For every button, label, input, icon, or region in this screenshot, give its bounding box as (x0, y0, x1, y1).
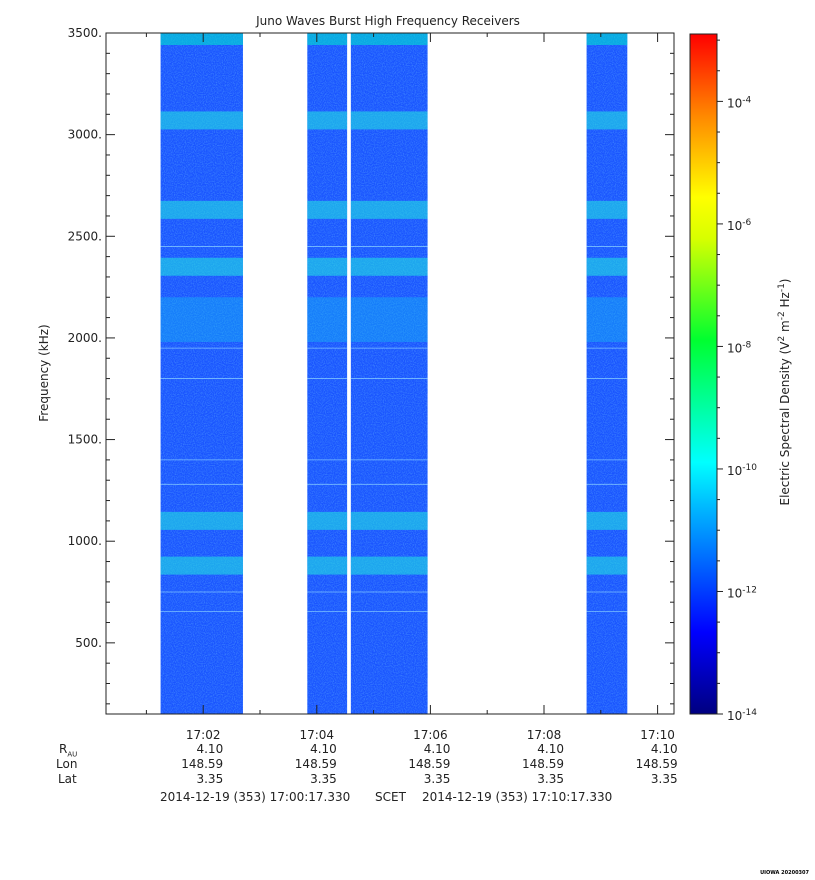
footer-scet-label: SCET (375, 790, 406, 804)
x-tick-label: 17:04 (299, 728, 334, 742)
emission-band (586, 200, 628, 219)
emission-band (350, 257, 428, 276)
ephem-lon-value: 148.59 (635, 757, 678, 771)
ephem-lat-value: 3.35 (423, 772, 451, 786)
ephem-r-value: 4.10 (310, 742, 337, 756)
ephem-lon-value: 148.59 (522, 757, 564, 771)
ephem-r-value: 4.10 (537, 742, 564, 756)
colorbar-tick-label: 10-8 (727, 340, 752, 355)
emission-band (586, 556, 628, 575)
emission-band (160, 111, 243, 130)
ephem-label-lat: Lat (58, 772, 77, 786)
colorbar-axis: 10-4 10-6 10-8 10-10 10-12 10-14 (717, 39, 757, 723)
emission-band (160, 556, 243, 575)
y-tick-label: 2000. (68, 331, 102, 345)
footer-end-time: 2014-12-19 (353) 17:10:17.330 (422, 790, 613, 804)
data-block (350, 33, 428, 714)
x-tick-label: 17:06 (413, 728, 448, 742)
ephem-label-r: RAU (59, 742, 78, 759)
colorbar-tick-label: 10-6 (727, 218, 752, 233)
emission-band (350, 111, 428, 130)
emission-band (307, 111, 348, 130)
colorbar-tick-label: 10-10 (727, 463, 757, 478)
ephem-r-value: 4.10 (650, 742, 678, 756)
y-axis: 3500. 3000. 2500. 2000. 1500. 1000. 500. (68, 26, 674, 705)
x-tick-label: 17:02 (186, 728, 221, 742)
plot-area (160, 33, 628, 714)
emission-band (160, 200, 243, 219)
data-block (307, 33, 348, 714)
emission-band (307, 511, 348, 530)
y-tick-label: 2500. (68, 229, 102, 243)
emission-band (350, 511, 428, 530)
emission-band (350, 200, 428, 219)
colorbar (689, 33, 718, 715)
y-tick-label: 1500. (68, 433, 102, 447)
data-block (586, 33, 628, 714)
y-tick-label: 1000. (68, 534, 102, 548)
y-tick-label: 500. (75, 636, 102, 650)
ephem-r-value: 4.10 (423, 742, 451, 756)
x-tick-label: 17:10 (640, 728, 675, 742)
ephem-lat-value: 3.35 (310, 772, 337, 786)
emission-band (307, 200, 348, 219)
emission-band (160, 257, 243, 276)
ephem-lat-value: 3.35 (650, 772, 678, 786)
uiowa-tag: UIOWA 20200307 (760, 870, 809, 876)
footer-start-time: 2014-12-19 (353) 17:00:17.330 (160, 790, 351, 804)
colorbar-label: Electric Spectral Density (V2 m-2 Hz-1) (777, 278, 792, 505)
emission-band (586, 111, 628, 130)
ephem-label-lon: Lon (56, 757, 78, 771)
ephem-lat-value: 3.35 (196, 772, 224, 786)
emission-band (350, 556, 428, 575)
ephem-lon-value: 148.59 (181, 757, 224, 771)
plot-frame (105, 32, 675, 715)
colorbar-tick-label: 10-12 (727, 585, 757, 600)
colorbar-tick-label: 10-4 (727, 95, 752, 110)
colorbar-tick-label: 10-14 (727, 708, 757, 723)
x-tick-label: 17:08 (527, 728, 562, 742)
ephem-lat-value: 3.35 (537, 772, 564, 786)
emission-band (586, 511, 628, 530)
ephem-r-value: 4.10 (196, 742, 224, 756)
data-block (160, 33, 243, 714)
y-tick-label: 3500. (68, 26, 102, 40)
y-axis-label: Frequency (kHz) (37, 324, 51, 421)
y-tick-label: 3000. (68, 128, 102, 142)
x-axis: 17:02 17:04 17:06 17:08 17:10 (145, 33, 675, 742)
emission-band (586, 257, 628, 276)
ephem-lon-value: 148.59 (294, 757, 337, 771)
chart-title: Juno Waves Burst High Frequency Receiver… (255, 14, 520, 28)
emission-band (307, 556, 348, 575)
emission-band (307, 257, 348, 276)
ephem-lon-value: 148.59 (408, 757, 451, 771)
emission-band (160, 511, 243, 530)
